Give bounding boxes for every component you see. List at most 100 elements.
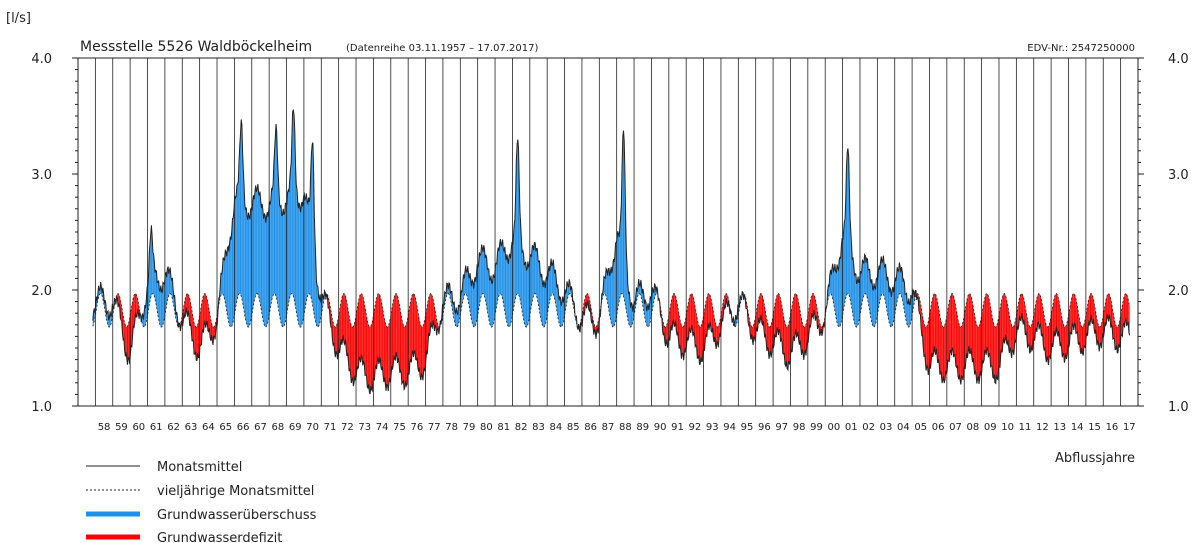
surplus-fill-segment [905, 293, 907, 323]
deficit-fill-segment [191, 311, 193, 341]
deficit-fill-segment [1109, 294, 1111, 319]
x-tick-label: 63 [185, 422, 198, 433]
surplus-fill-segment [498, 243, 500, 296]
deficit-fill-segment [776, 295, 777, 337]
surplus-fill-segment [545, 278, 547, 325]
x-tick-label: 59 [115, 422, 128, 433]
deficit-fill-segment [1108, 293, 1110, 322]
deficit-fill-segment [1017, 305, 1019, 330]
surplus-fill-segment [291, 112, 293, 295]
surplus-fill-segment [507, 258, 509, 327]
deficit-fill-segment [345, 296, 347, 349]
surplus-fill-segment [892, 286, 894, 325]
deficit-fill-segment [336, 321, 338, 360]
surplus-fill-segment [488, 268, 489, 320]
x-tick-label: 08 [967, 422, 980, 433]
deficit-fill-segment [797, 296, 798, 336]
deficit-fill-segment [417, 311, 419, 372]
deficit-fill-segment [698, 325, 700, 365]
surplus-fill-segment [832, 263, 834, 303]
deficit-fill-segment [796, 294, 798, 337]
surplus-fill-segment [847, 148, 848, 294]
deficit-fill-segment [971, 296, 972, 357]
deficit-fill-segment [949, 297, 951, 362]
surplus-fill-segment [231, 218, 233, 327]
deficit-fill-segment [1092, 296, 1094, 324]
surplus-fill-segment [886, 273, 888, 312]
deficit-fill-segment [125, 325, 127, 357]
deficit-fill-segment [1053, 297, 1055, 340]
surplus-fill-segment [514, 195, 516, 302]
deficit-fill-segment [948, 301, 950, 362]
deficit-fill-segment [802, 322, 804, 354]
surplus-fill-segment [257, 183, 258, 295]
deficit-fill-segment [1044, 315, 1045, 351]
deficit-fill-segment [1100, 324, 1102, 349]
surplus-fill-segment [228, 243, 230, 326]
surplus-fill-segment [522, 250, 523, 316]
deficit-fill-segment [123, 315, 124, 340]
deficit-fill-segment [392, 301, 394, 370]
deficit-fill-segment [1105, 297, 1107, 326]
deficit-fill-segment [981, 309, 983, 371]
x-tick-label: 80 [480, 422, 493, 433]
surplus-fill-segment [229, 236, 231, 327]
surplus-fill-segment [495, 263, 497, 314]
deficit-fill-segment [673, 293, 675, 327]
deficit-fill-segment [1073, 293, 1075, 330]
deficit-fill-segment [794, 293, 796, 341]
x-tick-label: 69 [289, 422, 302, 433]
deficit-fill-segment [413, 293, 415, 357]
deficit-fill-segment [207, 302, 209, 332]
deficit-fill-segment [1057, 296, 1059, 337]
deficit-fill-segment [1111, 302, 1113, 328]
deficit-fill-segment [375, 297, 377, 370]
deficit-fill-segment [670, 301, 672, 331]
deficit-fill-segment [357, 301, 359, 369]
deficit-fill-segment [1123, 295, 1125, 328]
deficit-fill-segment [361, 293, 363, 358]
deficit-fill-segment [1081, 325, 1082, 355]
deficit-fill-segment [395, 293, 397, 360]
surplus-fill-segment [899, 262, 901, 294]
deficit-fill-segment [404, 326, 406, 388]
surplus-fill-segment [522, 250, 524, 320]
surplus-fill-segment [293, 109, 295, 300]
x-tick-label: 04 [897, 422, 910, 433]
x-tick-label: 71 [324, 422, 337, 433]
deficit-fill-segment [379, 294, 381, 362]
deficit-fill-segment [347, 306, 349, 362]
surplus-fill-segment [274, 139, 276, 295]
surplus-fill-segment [618, 233, 620, 306]
deficit-fill-segment [339, 305, 341, 354]
surplus-fill-segment [517, 139, 518, 294]
surplus-fill-segment [847, 148, 849, 295]
deficit-fill-segment [934, 293, 936, 355]
deficit-fill-segment [126, 326, 128, 365]
x-tick-label: 65 [219, 422, 232, 433]
surplus-fill-segment [490, 275, 492, 328]
deficit-fill-segment [693, 299, 695, 336]
deficit-fill-segment [1104, 301, 1106, 326]
deficit-fill-segment [672, 293, 674, 325]
deficit-fill-segment [378, 293, 380, 364]
deficit-fill-segment [365, 306, 366, 376]
surplus-fill-segment [497, 247, 499, 302]
deficit-fill-segment [1115, 325, 1117, 350]
surplus-fill-segment [845, 196, 846, 302]
surplus-fill-segment [235, 196, 237, 310]
surplus-fill-segment [834, 264, 835, 312]
deficit-fill-segment [706, 297, 707, 338]
deficit-fill-segment [974, 315, 976, 375]
deficit-fill-segment [1005, 294, 1006, 340]
deficit-fill-segment [958, 319, 959, 380]
surplus-fill-segment [855, 274, 857, 328]
surplus-fill-segment [252, 200, 253, 314]
surplus-fill-segment [835, 271, 837, 320]
y-tick-label-right: 4.0 [1168, 52, 1189, 67]
surplus-fill-segment [513, 224, 515, 310]
x-tick-label: 79 [463, 422, 476, 433]
surplus-fill-segment [481, 244, 483, 296]
surplus-fill-segment [526, 268, 528, 328]
deficit-fill-segment [374, 305, 376, 381]
